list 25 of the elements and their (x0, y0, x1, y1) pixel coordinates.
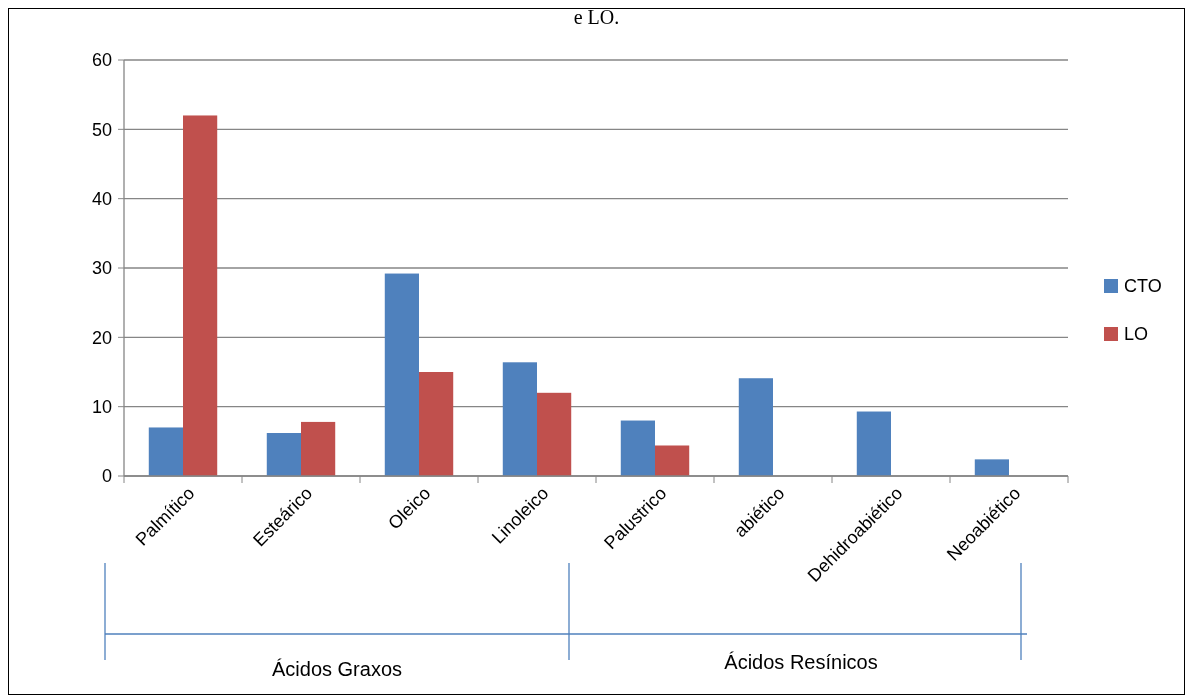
bar (183, 115, 218, 476)
legend-label: CTO (1124, 276, 1162, 297)
y-tick-label: 0 (101, 466, 112, 487)
bar (655, 445, 690, 476)
y-tick-label: 60 (91, 50, 112, 71)
text: Ácidos Graxos (271, 658, 403, 680)
bar (419, 372, 454, 476)
text: Ácidos Resínicos (724, 651, 878, 673)
bar (148, 427, 183, 476)
y-tick-label: 20 (91, 327, 112, 348)
bar (620, 420, 655, 476)
y-tick-label: 40 (91, 188, 112, 209)
y-tick-label: 50 (91, 119, 112, 140)
bar (301, 421, 336, 476)
bar (266, 433, 301, 476)
y-tick-label: 30 (91, 258, 112, 279)
bar (738, 378, 773, 476)
legend-label: LO (1124, 324, 1149, 345)
bar (537, 392, 572, 476)
chart-title: e LO. (573, 6, 620, 28)
bar (384, 273, 419, 476)
y-tick-label: 10 (91, 396, 112, 417)
bar (856, 411, 891, 476)
bar (974, 459, 1009, 476)
bar (502, 362, 537, 476)
